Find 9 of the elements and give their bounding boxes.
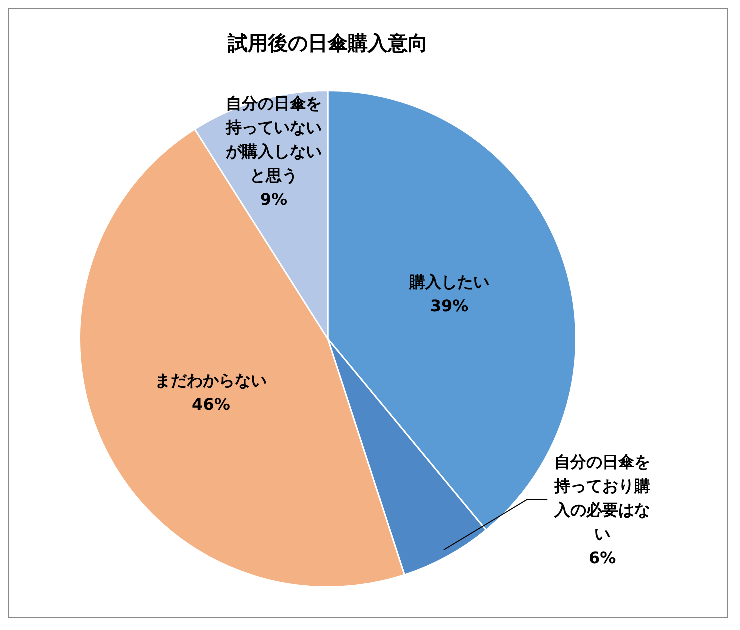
- slice-label: 購入したい: [408, 272, 490, 292]
- slice-label: 自分の日傘を持っており購入の必要はない: [554, 452, 651, 544]
- chart-title: 試用後の日傘購入意向: [227, 31, 428, 56]
- data-label: 9%: [260, 190, 288, 210]
- data-label: 46%: [192, 395, 230, 414]
- data-label: 39%: [430, 296, 469, 316]
- slice-label: 自分の日傘を持っていないが購入しないと思う: [224, 94, 322, 186]
- slice-label: まだわからない: [155, 371, 268, 390]
- data-label: 6%: [589, 548, 616, 568]
